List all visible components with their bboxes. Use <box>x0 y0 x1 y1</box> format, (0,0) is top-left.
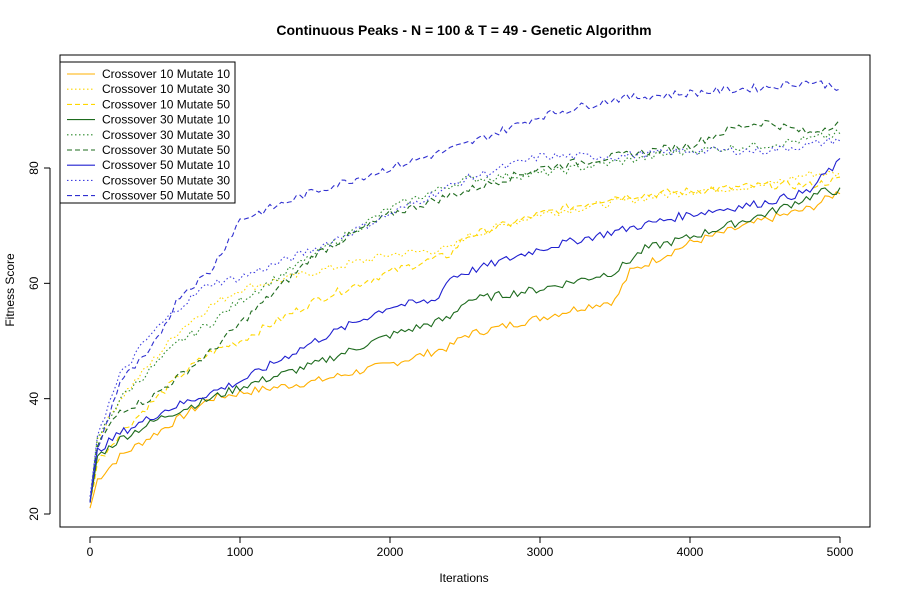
series-line-8 <box>89 136 841 497</box>
legend-label: Crossover 50 Mutate 30 <box>102 173 230 187</box>
series-line-7 <box>89 157 841 503</box>
x-axis-label: Iterations <box>439 571 488 585</box>
series-layer <box>89 80 841 509</box>
legend-label: Crossover 10 Mutate 50 <box>102 97 230 111</box>
x-tick-label: 1000 <box>227 545 254 559</box>
y-tick-label: 60 <box>27 276 41 290</box>
y-tick-label: 20 <box>27 507 41 521</box>
legend-label: Crossover 10 Mutate 10 <box>102 67 230 81</box>
legend-label: Crossover 30 Mutate 50 <box>102 143 230 157</box>
legend-label: Crossover 30 Mutate 10 <box>102 113 230 127</box>
x-tick-label: 3000 <box>527 545 554 559</box>
series-line-5 <box>89 129 841 503</box>
plot-frame <box>59 54 871 528</box>
x-tick-label: 5000 <box>827 545 854 559</box>
y-tick-label: 80 <box>27 161 41 175</box>
x-tick-label: 2000 <box>377 545 404 559</box>
series-line-2 <box>89 169 841 503</box>
y-tick-label: 40 <box>27 392 41 406</box>
legend-box <box>59 61 236 204</box>
series-line-4 <box>89 187 841 503</box>
x-tick-label: 4000 <box>677 545 704 559</box>
legend-label: Crossover 10 Mutate 30 <box>102 82 230 96</box>
series-line-6 <box>89 119 841 503</box>
legend-label: Crossover 50 Mutate 50 <box>102 189 230 203</box>
y-axis-label: Fitness Score <box>3 253 17 327</box>
legend-label: Crossover 30 Mutate 30 <box>102 128 230 142</box>
series-line-3 <box>89 176 841 503</box>
x-tick-label: 0 <box>87 545 94 559</box>
series-line-9 <box>89 80 841 503</box>
chart-title: Continuous Peaks - N = 100 & T = 49 - Ge… <box>276 22 651 38</box>
legend-label: Crossover 50 Mutate 10 <box>102 158 230 172</box>
axes-layer: 0 1000 2000 3000 4000 5000 20 40 60 80 <box>27 161 854 559</box>
series-line-1 <box>89 191 841 509</box>
